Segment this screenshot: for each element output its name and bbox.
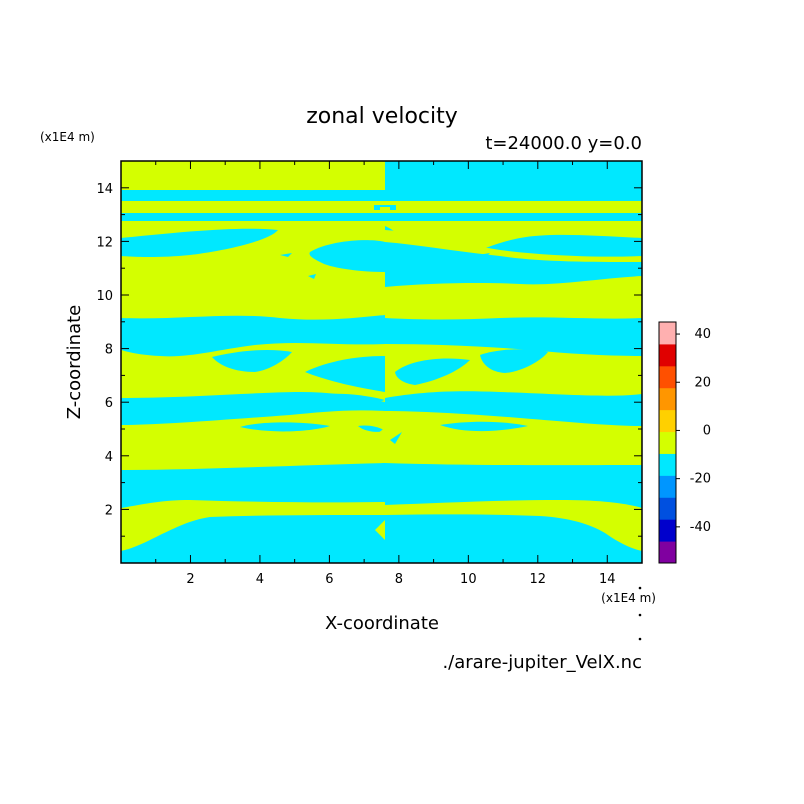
- y-axis-title: Z-coordinate: [64, 305, 85, 420]
- colorbar-segment: [659, 497, 676, 520]
- colorbar-segment: [659, 322, 676, 345]
- colorbar-segment: [659, 453, 676, 476]
- colorbar-tick-label: -40: [690, 520, 711, 535]
- x-tick-label: 2: [186, 572, 194, 587]
- y-tick-label: 6: [105, 396, 113, 411]
- y-tick-label: 14: [96, 182, 113, 197]
- colorbar-tick-label: 20: [694, 375, 711, 390]
- y-tick-label: 4: [105, 450, 113, 465]
- colorbar-tick-label: 40: [694, 327, 711, 342]
- source-file-label: ./arare-jupiter_VelX.nc: [442, 652, 642, 673]
- colorbar: 40 20 0 -20 -40: [658, 321, 711, 564]
- corner-dots: [638, 586, 642, 641]
- colorbar-segment: [659, 409, 676, 433]
- colorbar-segment: [659, 343, 676, 367]
- x-tick-label: 12: [530, 572, 547, 587]
- colorbar-segment: [659, 519, 676, 542]
- colorbar-segment: [659, 365, 676, 389]
- x-unit-label: (x1E4 m): [601, 591, 656, 605]
- chart-title: zonal velocity: [306, 104, 458, 129]
- x-axis-title: X-coordinate: [325, 613, 439, 634]
- colorbar-segment: [659, 387, 676, 411]
- y-tick-label: 2: [105, 503, 113, 518]
- y-unit-label: (x1E4 m): [40, 130, 95, 144]
- chart-subtitle: t=24000.0 y=0.0: [485, 133, 642, 154]
- colorbar-tick-label: -20: [690, 472, 711, 487]
- y-tick-label: 10: [96, 289, 113, 304]
- colorbar-segment: [659, 475, 676, 498]
- axis-ticks: 2 4 6 8 10 12 14 2 4 6 8 10 12 14: [96, 161, 642, 587]
- velocity-field: [121, 161, 642, 563]
- colorbar-segment: [659, 541, 676, 564]
- plot-frame: [120, 160, 643, 564]
- x-tick-label: 8: [395, 572, 403, 587]
- colorbar-frame: [658, 321, 677, 564]
- x-tick-label: 4: [256, 572, 264, 587]
- y-tick-label: 12: [96, 235, 113, 250]
- colorbar-tick-label: 0: [703, 423, 711, 438]
- colorbar-segment: [659, 431, 676, 454]
- x-tick-label: 6: [325, 572, 333, 587]
- x-tick-label: 14: [599, 572, 616, 587]
- x-tick-label: 10: [460, 572, 477, 587]
- y-tick-label: 8: [105, 343, 113, 358]
